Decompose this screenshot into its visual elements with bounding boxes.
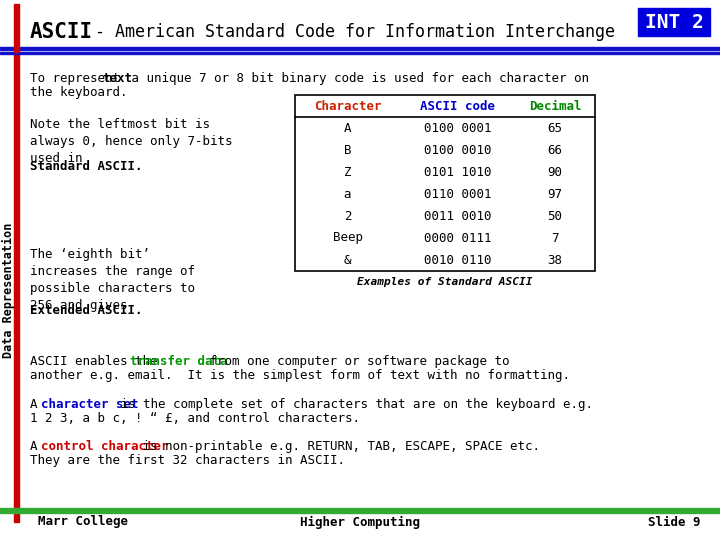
- Text: from one computer or software package to: from one computer or software package to: [202, 355, 510, 368]
- Text: text: text: [102, 72, 132, 85]
- Text: Examples of Standard ASCII: Examples of Standard ASCII: [357, 277, 533, 287]
- Text: Standard ASCII.: Standard ASCII.: [30, 160, 143, 173]
- Text: 0101 1010: 0101 1010: [424, 165, 491, 179]
- Text: Note the leftmost bit is
always 0, hence only 7-bits
used in: Note the leftmost bit is always 0, hence…: [30, 118, 233, 165]
- Bar: [0, 52, 720, 54]
- Text: 1 2 3, a b c, ! “ £, and control characters.: 1 2 3, a b c, ! “ £, and control charact…: [30, 412, 360, 425]
- Bar: [638, 8, 710, 36]
- Text: Slide 9: Slide 9: [647, 516, 700, 529]
- Text: another e.g. email.  It is the simplest form of text with no formatting.: another e.g. email. It is the simplest f…: [30, 369, 570, 382]
- Bar: [14, 4, 19, 52]
- Text: 50: 50: [547, 210, 562, 222]
- Text: A: A: [30, 440, 45, 453]
- Text: &: &: [343, 253, 351, 267]
- Text: 0100 0010: 0100 0010: [424, 144, 491, 157]
- Text: 7: 7: [552, 232, 559, 245]
- Text: is non-printable e.g. RETURN, TAB, ESCAPE, SPACE etc.: is non-printable e.g. RETURN, TAB, ESCAP…: [135, 440, 541, 453]
- Text: Beep: Beep: [333, 232, 362, 245]
- Bar: [0, 508, 720, 513]
- Text: 0100 0001: 0100 0001: [424, 122, 491, 134]
- Text: Higher Computing: Higher Computing: [300, 516, 420, 529]
- Text: Decimal: Decimal: [528, 99, 581, 112]
- Text: ASCII: ASCII: [30, 22, 93, 42]
- Text: 90: 90: [547, 165, 562, 179]
- Text: 0010 0110: 0010 0110: [424, 253, 491, 267]
- Text: ASCII enables the: ASCII enables the: [30, 355, 165, 368]
- Text: 66: 66: [547, 144, 562, 157]
- Text: INT 2: INT 2: [644, 12, 703, 31]
- Text: B: B: [343, 144, 351, 157]
- Bar: [0, 47, 720, 50]
- Text: control character: control character: [41, 440, 168, 453]
- Text: The ‘eighth bit’
increases the range of
possible characters to
256 and gives: The ‘eighth bit’ increases the range of …: [30, 248, 195, 312]
- Text: A: A: [343, 122, 351, 134]
- Text: Z: Z: [343, 165, 351, 179]
- Text: ASCII code: ASCII code: [420, 99, 495, 112]
- Text: a: a: [343, 187, 351, 200]
- Text: Marr College: Marr College: [38, 516, 128, 529]
- Text: - American Standard Code for Information Interchange: - American Standard Code for Information…: [85, 23, 615, 41]
- Text: 0011 0010: 0011 0010: [424, 210, 491, 222]
- Text: 2: 2: [343, 210, 351, 222]
- Text: 38: 38: [547, 253, 562, 267]
- Text: the keyboard.: the keyboard.: [30, 86, 127, 99]
- Text: 97: 97: [547, 187, 562, 200]
- Text: Character: Character: [314, 99, 382, 112]
- Text: 65: 65: [547, 122, 562, 134]
- Text: 0110 0001: 0110 0001: [424, 187, 491, 200]
- Text: character set: character set: [41, 398, 138, 411]
- Text: a unique 7 or 8 bit binary code is used for each character on: a unique 7 or 8 bit binary code is used …: [125, 72, 590, 85]
- Text: To represent: To represent: [30, 72, 127, 85]
- Bar: [295, 95, 595, 271]
- Text: They are the first 32 characters in ASCII.: They are the first 32 characters in ASCI…: [30, 454, 345, 467]
- Text: 0000 0111: 0000 0111: [424, 232, 491, 245]
- Text: Data Representation: Data Representation: [1, 222, 14, 357]
- Text: is the complete set of characters that are on the keyboard e.g.: is the complete set of characters that a…: [113, 398, 593, 411]
- Text: Extended ASCII.: Extended ASCII.: [30, 304, 143, 317]
- Text: transfer data: transfer data: [130, 355, 228, 368]
- Bar: [14, 54, 19, 522]
- Text: A: A: [30, 398, 45, 411]
